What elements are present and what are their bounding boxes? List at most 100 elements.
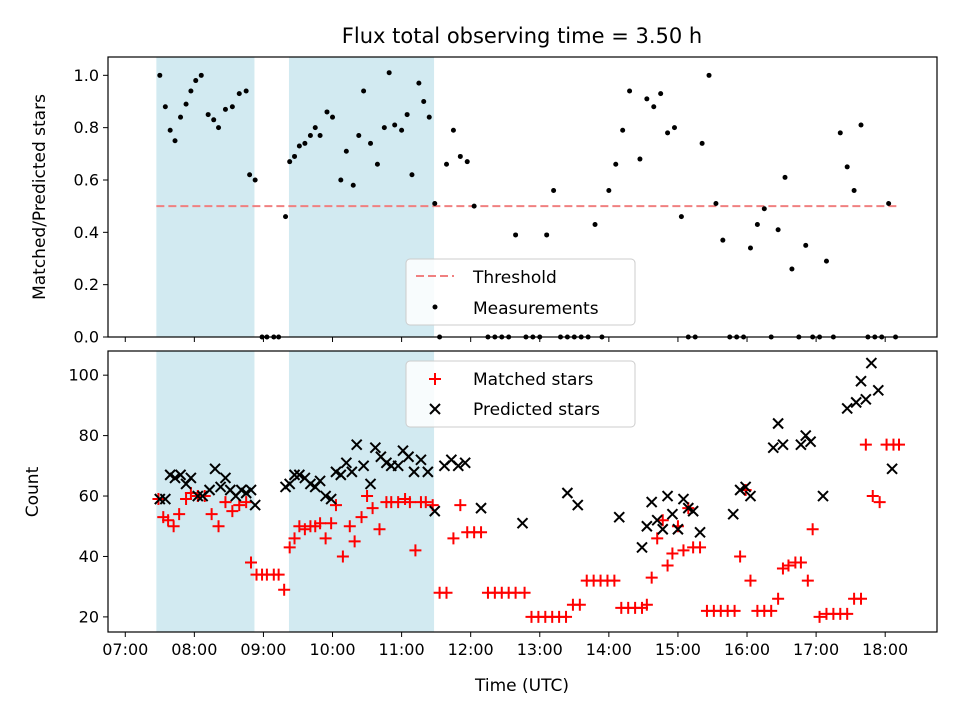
x-tick-label: 09:00	[240, 640, 286, 659]
predicted-stars-point	[727, 508, 739, 520]
y-tick-label: 40	[79, 547, 99, 566]
predicted-stars-point	[174, 469, 187, 481]
matched-stars-point	[272, 568, 285, 581]
predicted-stars-point	[245, 484, 257, 496]
matched-stars-point	[319, 532, 332, 545]
measurement-point	[754, 221, 760, 227]
measurement-point	[544, 232, 550, 238]
matched-stars-point	[694, 541, 707, 554]
predicted-stars-point	[661, 490, 674, 502]
predicted-stars-point	[159, 493, 172, 505]
measurement-point	[886, 201, 892, 207]
threshold-legend-label: Threshold	[472, 268, 557, 288]
measurement-point	[457, 153, 463, 159]
predicted-stars-point	[325, 493, 337, 505]
measurement-point	[844, 164, 850, 170]
matched-stars-point	[329, 499, 342, 512]
measurement-point	[247, 172, 253, 178]
predicted-stars-point	[841, 402, 853, 415]
matched-stars-point	[403, 496, 416, 509]
predicted-stars-point	[192, 490, 204, 502]
measurement-point	[592, 221, 598, 227]
matched-stars-point	[651, 532, 664, 545]
matched-stars-point	[666, 547, 679, 560]
measurement-point	[620, 127, 626, 133]
measurement-point	[409, 172, 415, 178]
chart-title: Flux total observing time = 3.50 h	[342, 24, 702, 48]
predicted-stars-point	[415, 454, 427, 466]
predicted-stars-point	[475, 502, 487, 514]
predicted-stars-point	[561, 487, 574, 499]
predicted-stars-point	[249, 499, 261, 511]
measurement-point	[368, 140, 374, 146]
measurement-point	[747, 245, 753, 251]
predicted-stars-point	[459, 457, 471, 469]
predicted-stars-point	[804, 435, 817, 448]
matched-stars-point	[162, 514, 175, 527]
measurement-point	[613, 161, 619, 167]
matched-stars-point	[361, 490, 374, 503]
observing-window-shade	[156, 57, 255, 337]
predicted-stars-point	[335, 469, 347, 481]
x-tick-label: 18:00	[862, 640, 908, 659]
matched-stars-point	[343, 520, 356, 533]
matched-stars-point	[893, 438, 906, 451]
matched-stars-point	[314, 517, 327, 530]
predicted-stars-point	[744, 490, 757, 502]
predicted-stars-point	[169, 472, 181, 484]
matched-stars-point	[806, 523, 819, 536]
matched-stars-legend-label: Matched stars	[473, 370, 593, 390]
measurement-point	[851, 187, 857, 193]
measurement-point	[644, 96, 650, 102]
measurement-point	[183, 101, 189, 107]
matched-stars-point	[336, 550, 349, 563]
matched-stars-point	[855, 592, 868, 605]
measurement-point	[416, 80, 422, 86]
matched-stars-point	[744, 574, 757, 587]
matched-stars-point	[366, 502, 379, 515]
x-tick-label: 14:00	[586, 640, 632, 659]
measurement-point	[330, 114, 336, 120]
measurement-point	[823, 258, 829, 264]
measurement-point	[658, 91, 664, 97]
predicted-stars-point	[739, 481, 752, 493]
matched-stars-point	[198, 490, 211, 503]
measurement-point	[678, 214, 684, 220]
predicted-stars-point	[641, 520, 653, 532]
measurement-point	[471, 203, 477, 209]
matched-stars-point	[392, 496, 405, 509]
predicted-stars-point	[314, 475, 326, 487]
predicted-stars-point	[734, 484, 746, 496]
predicted-stars-point	[516, 517, 529, 529]
measurement-point	[713, 201, 719, 207]
measurement-point	[229, 104, 235, 110]
predicted-stars-point	[364, 478, 377, 490]
predicted-stars-point	[636, 541, 648, 554]
measurement-point	[444, 161, 450, 167]
measurement-point	[775, 227, 781, 233]
matched-stars-point	[173, 508, 186, 521]
measurement-point	[432, 201, 438, 207]
measurement-point	[211, 117, 217, 123]
x-tick-label: 15:00	[655, 640, 701, 659]
measurements-legend-label: Measurements	[473, 299, 599, 319]
measurement-point	[350, 182, 356, 188]
predicted-stars-point	[855, 375, 867, 387]
x-tick-label: 13:00	[517, 640, 563, 659]
measurement-point	[426, 114, 432, 120]
measurement-point	[307, 133, 313, 139]
matched-stars-point	[355, 511, 368, 524]
matched-stars-point	[454, 499, 467, 512]
matched-stars-point	[782, 559, 795, 572]
predicted-stars-legend-label: Predicted stars	[473, 400, 600, 420]
y-tick-label: 0.8	[74, 118, 99, 137]
matched-stars-point	[677, 544, 690, 557]
measurement-point	[381, 125, 387, 131]
measurement-point	[188, 88, 194, 94]
measurement-point	[392, 122, 398, 128]
x-axis-label: Time (UTC)	[474, 676, 569, 696]
matched-stars-point	[283, 541, 296, 554]
matched-stars-point	[440, 586, 453, 599]
measurement-point	[167, 127, 173, 133]
matched-stars-point	[219, 496, 232, 509]
